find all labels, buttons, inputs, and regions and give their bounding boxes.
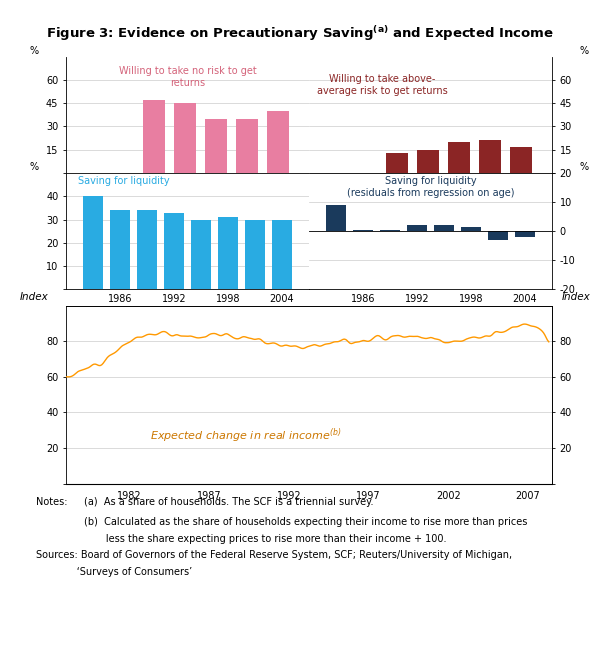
Bar — [137, 210, 157, 289]
Text: %: % — [579, 45, 588, 55]
Text: Figure 3: Evidence on Precautionary Saving$\mathregular{^{(a)}}$ and Expected In: Figure 3: Evidence on Precautionary Savi… — [46, 25, 554, 43]
Bar — [380, 229, 400, 231]
Bar — [272, 219, 292, 289]
Text: Willing to take no risk to get
returns: Willing to take no risk to get returns — [119, 66, 256, 87]
Bar — [461, 227, 481, 231]
Bar — [173, 103, 196, 173]
Text: Saving for liquidity: Saving for liquidity — [78, 177, 170, 187]
Text: Index: Index — [20, 292, 49, 302]
Bar — [164, 213, 184, 289]
Bar — [266, 111, 289, 173]
Bar — [245, 219, 265, 289]
Text: less the share expecting prices to rise more than their income + 100.: less the share expecting prices to rise … — [84, 534, 446, 544]
Text: Willing to take above-
average risk to get returns: Willing to take above- average risk to g… — [317, 74, 447, 96]
Bar — [416, 149, 439, 173]
Bar — [218, 217, 238, 289]
Text: %: % — [579, 162, 588, 172]
Bar — [479, 141, 502, 173]
Text: Expected change in real income$\mathregular{^{(b)}}$: Expected change in real income$\mathregu… — [150, 426, 341, 445]
Text: Index: Index — [562, 292, 591, 302]
Bar — [110, 210, 130, 289]
Text: %: % — [30, 162, 39, 172]
Bar — [407, 225, 427, 231]
Text: (a)  As a share of households. The SCF is a triennial survey.: (a) As a share of households. The SCF is… — [84, 497, 373, 507]
Bar — [326, 205, 346, 231]
Text: Notes:: Notes: — [36, 497, 67, 507]
Bar — [509, 147, 532, 173]
Bar — [386, 153, 408, 173]
Text: %: % — [30, 45, 39, 55]
Bar — [143, 100, 165, 173]
Text: ‘Surveys of Consumers’: ‘Surveys of Consumers’ — [36, 567, 192, 577]
Bar — [191, 219, 211, 289]
Text: Sources: Board of Governors of the Federal Reserve System, SCF; Reuters/Universi: Sources: Board of Governors of the Feder… — [36, 550, 512, 560]
Text: Saving for liquidity
(residuals from regression on age): Saving for liquidity (residuals from reg… — [347, 177, 514, 198]
Bar — [353, 229, 373, 231]
Bar — [236, 119, 259, 173]
Bar — [205, 119, 227, 173]
Text: (b)  Calculated as the share of households expecting their income to rise more t: (b) Calculated as the share of household… — [84, 517, 527, 527]
Bar — [448, 142, 470, 173]
Bar — [434, 225, 454, 231]
Bar — [83, 196, 103, 289]
Bar — [488, 231, 508, 240]
Bar — [515, 231, 535, 237]
